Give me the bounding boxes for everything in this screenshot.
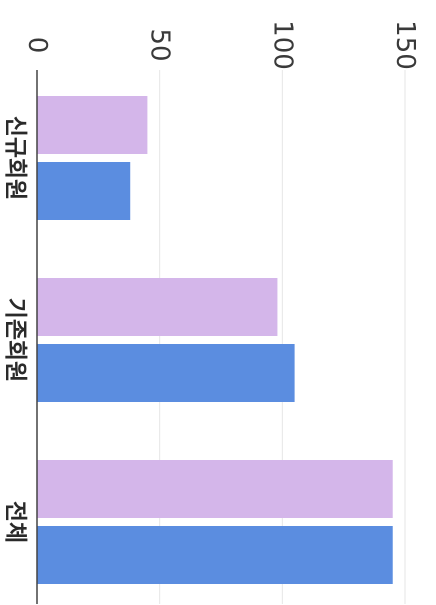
- category-label: 신규회원: [2, 116, 28, 201]
- gridlines: [159, 70, 406, 604]
- bar: [37, 96, 148, 154]
- bars: [37, 96, 393, 584]
- bar: [37, 460, 393, 518]
- category-label: 기존회원: [2, 298, 28, 383]
- bar: [37, 526, 393, 584]
- bar: [37, 162, 131, 220]
- bar: [37, 344, 295, 402]
- tick-label: 0: [22, 37, 52, 54]
- tick-label: 100: [267, 20, 297, 70]
- category-label: 전체: [2, 501, 28, 543]
- tick-label: 50: [145, 28, 175, 61]
- bar: [37, 278, 278, 336]
- tick-label: 150: [390, 20, 420, 70]
